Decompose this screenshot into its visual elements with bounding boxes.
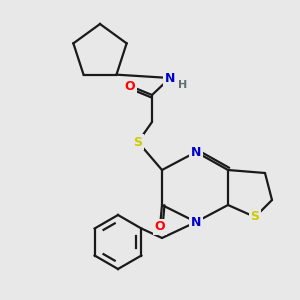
Text: H: H [178,80,188,90]
Text: N: N [165,71,175,85]
Text: S: S [250,211,260,224]
Text: N: N [191,215,201,229]
Text: O: O [155,220,165,233]
Text: N: N [191,146,201,158]
Text: O: O [125,80,135,92]
Text: S: S [134,136,142,148]
